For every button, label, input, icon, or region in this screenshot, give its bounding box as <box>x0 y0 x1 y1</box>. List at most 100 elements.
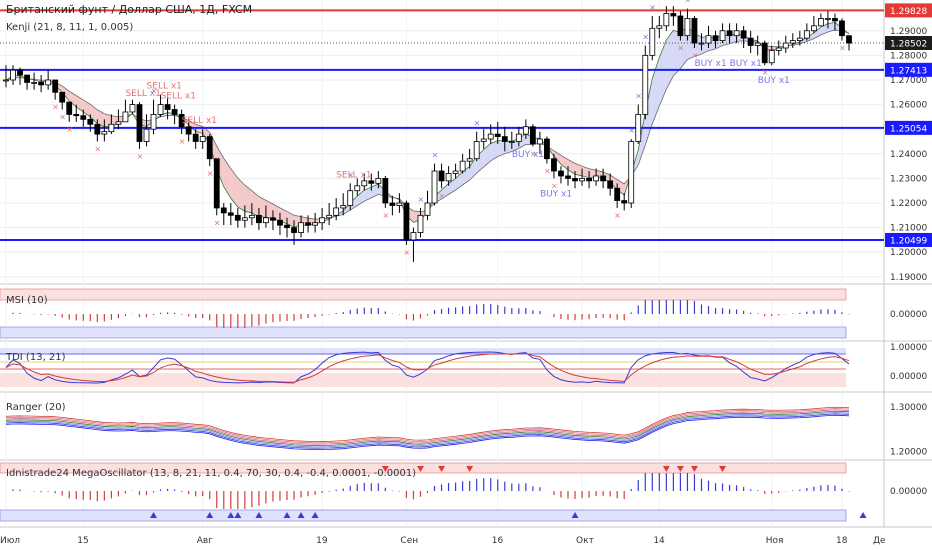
ranger-band-line <box>5 408 850 444</box>
chart-title: Британский фунт / Доллар США, 1Д, FXCM <box>6 3 253 16</box>
mega-buy-triangle <box>150 512 158 518</box>
price-axis-tick: 1.29000 <box>890 27 927 37</box>
kenji-indicator-label[interactable]: Kenji (21, 8, 11, 1, 0.005) <box>6 22 134 33</box>
candle-body <box>410 232 417 241</box>
sell-cross-marker: × <box>839 44 846 53</box>
candle-body <box>459 160 466 172</box>
sell-cross-marker: × <box>403 248 410 257</box>
tdi-lower-zone <box>0 373 846 387</box>
candle-body <box>733 30 740 37</box>
ma-cloud-segment <box>69 91 77 107</box>
candle-body <box>199 136 206 142</box>
candle-body <box>480 138 487 142</box>
candle-body <box>649 27 656 56</box>
price-axis-tick: 1.28000 <box>890 51 927 61</box>
sell-cross-marker: × <box>214 218 221 227</box>
ranger-band-line <box>5 414 850 450</box>
price-axis-tick: 1.21000 <box>890 224 927 234</box>
candle-body <box>452 170 459 174</box>
sell-cross-marker: × <box>614 211 621 220</box>
candle-body <box>775 47 782 51</box>
candle-body <box>656 25 663 29</box>
candle-body <box>312 222 319 226</box>
megaoscillator-pane-label[interactable]: Idnistrade24 MegaOscillator (13, 8, 21, … <box>6 468 417 479</box>
ma-cloud-segment <box>223 158 231 199</box>
ma-cloud-segment <box>265 200 273 219</box>
ma-cloud-segment <box>272 204 280 222</box>
candle-body <box>600 175 607 182</box>
sell-cross-marker: × <box>207 169 214 178</box>
candle-body <box>818 18 824 27</box>
sell-cross-marker: × <box>94 145 101 154</box>
ma-cloud-segment <box>83 99 91 117</box>
ma-cloud-segment <box>104 113 112 127</box>
tdi-axis-tick: 1.00000 <box>890 343 927 353</box>
buy-signal-label: BUY x1 <box>695 59 727 69</box>
date-axis-tick: Окт <box>576 536 594 546</box>
mega-sell-triangle <box>438 466 446 472</box>
candle-body <box>544 138 550 160</box>
candle-body <box>375 178 382 184</box>
buy-signal-label: BUY x1 <box>856 0 888 3</box>
candle-body <box>466 158 473 162</box>
price-axis-tick: 1.20000 <box>890 248 927 258</box>
candle-body <box>825 18 831 20</box>
candle-body <box>101 131 108 135</box>
candle-body <box>340 205 347 209</box>
tdi-upper-zone <box>0 348 846 354</box>
candle-body <box>396 202 403 206</box>
level-price-badge <box>885 62 932 77</box>
candle-body <box>129 104 136 113</box>
ma-cloud-segment <box>90 104 98 124</box>
ma-cloud-segment <box>287 211 295 228</box>
ranger-pane-label[interactable]: Ranger (20) <box>6 402 66 413</box>
ma-cloud-segment <box>680 26 688 69</box>
candle-body <box>684 18 691 37</box>
ma-cloud-segment <box>497 140 505 157</box>
date-axis-tick: Авг <box>197 536 213 546</box>
level-price-badge-text: 1.29828 <box>890 7 927 17</box>
sell-cross-marker: × <box>439 191 446 200</box>
candle-body <box>94 123 101 135</box>
candle-body <box>789 40 796 44</box>
ranger-band-line <box>5 410 850 446</box>
candle-body <box>284 224 290 229</box>
ranger-band-line <box>5 412 850 448</box>
candle-body <box>670 13 677 17</box>
candle-body <box>66 101 73 115</box>
ma-cloud-segment <box>469 156 477 181</box>
candle-body <box>227 212 234 216</box>
sell-cross-marker: × <box>544 167 551 176</box>
candle-body <box>354 185 361 192</box>
candle-body <box>157 104 164 115</box>
candle-body <box>768 50 775 64</box>
candle-body <box>368 180 375 184</box>
candle-body <box>438 170 445 182</box>
candle-body <box>607 180 614 189</box>
candle-body <box>319 217 326 224</box>
price-axis-tick: 1.19000 <box>890 273 927 283</box>
level-price-badge-text: 1.27413 <box>890 66 927 76</box>
ma-cloud-segment <box>504 140 512 154</box>
candle-body <box>642 54 649 115</box>
price-axis-tick: 1.27000 <box>890 76 927 86</box>
mega-sell-triangle <box>416 466 424 472</box>
ma-cloud-segment <box>483 143 491 167</box>
price-axis-tick: 1.24000 <box>890 150 927 160</box>
ranger-band-line <box>5 413 850 449</box>
mega-upper-band <box>0 462 847 474</box>
candle-body <box>143 128 150 142</box>
ranger-band-line <box>5 406 850 442</box>
msi-pane-label[interactable]: MSI (10) <box>6 295 48 306</box>
mega-buy-triangle <box>311 512 319 518</box>
mega-sell-triangle <box>690 466 698 472</box>
ma-cloud-segment <box>560 155 568 170</box>
tdi-axis-tick: 0.00000 <box>890 372 927 382</box>
candle-body <box>677 15 684 37</box>
sell-cross-marker: × <box>530 149 537 158</box>
mega-sell-triangle <box>466 466 474 472</box>
tdi-pane-label[interactable]: TDI (13, 21) <box>6 352 66 363</box>
ma-cloud-segment <box>666 30 674 90</box>
ma-cloud-segment <box>617 179 625 196</box>
